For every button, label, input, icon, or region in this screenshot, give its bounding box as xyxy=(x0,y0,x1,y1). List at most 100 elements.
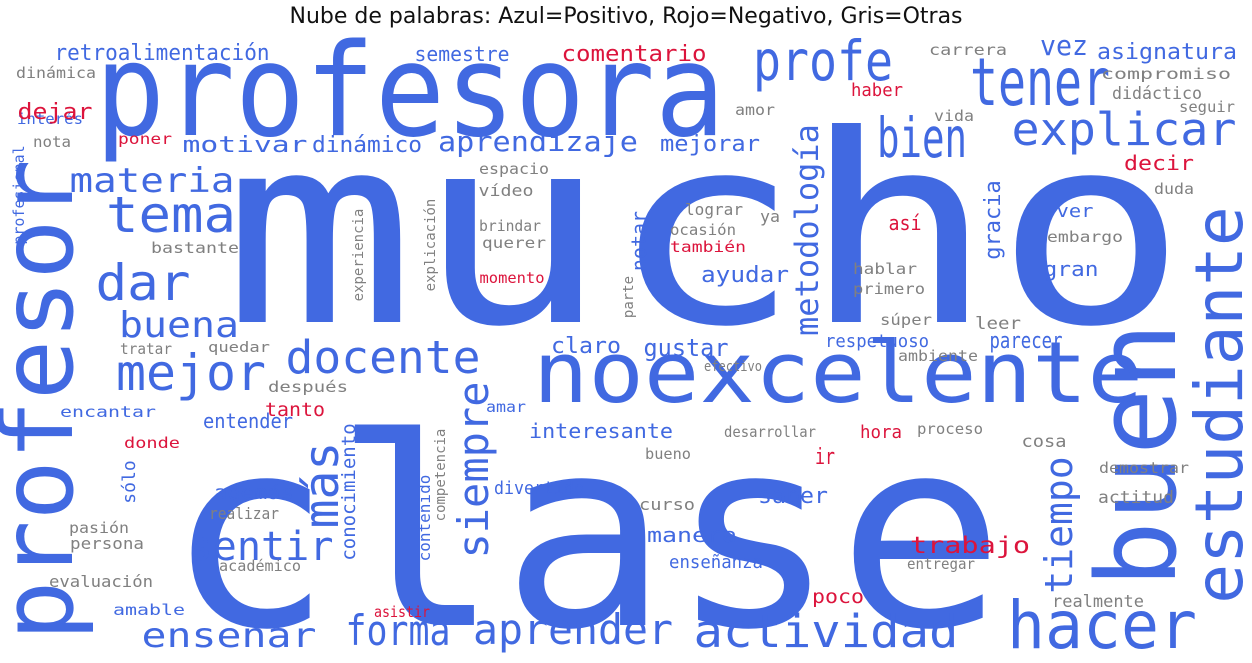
word-other-98: leer xyxy=(975,314,1021,334)
word-positive-47: manera xyxy=(647,523,737,547)
word-positive-53: encantar xyxy=(60,403,156,421)
word-positive-17: aprender xyxy=(473,605,673,654)
word-other-82: espacio xyxy=(479,160,549,178)
word-other-88: querer xyxy=(482,234,546,252)
word-other-105: proceso xyxy=(917,420,983,438)
word-positive-12: tema xyxy=(106,186,236,244)
word-positive-23: sentir xyxy=(189,524,334,570)
word-positive-19: más xyxy=(294,442,350,529)
word-other-75: nota xyxy=(33,133,71,151)
word-positive-30: semestre xyxy=(415,42,510,66)
word-other-86: duda xyxy=(1154,180,1194,198)
word-negative-65: también xyxy=(670,238,746,256)
word-other-81: seguir xyxy=(1179,98,1235,116)
word-positive-57: amable xyxy=(113,601,185,619)
word-other-114: persona xyxy=(70,534,144,553)
word-positive-43: entender xyxy=(203,409,293,433)
word-positive-1: clase xyxy=(165,382,1005,663)
word-other-115: académico xyxy=(219,557,301,575)
word-other-79: amor xyxy=(735,101,775,119)
word-positive-15: docente xyxy=(286,331,481,384)
word-positive-10: bien xyxy=(877,106,967,170)
chart-title: Nube de palabras: Azul=Positivo, Rojo=Ne… xyxy=(289,4,963,29)
word-other-87: brindar xyxy=(479,217,541,235)
word-other-110: actitud xyxy=(1098,488,1174,508)
word-positive-8: hacer xyxy=(1007,587,1197,663)
word-positive-0: mucho xyxy=(223,79,1188,384)
word-positive-45: interesante xyxy=(529,419,673,443)
word-other-80: vida xyxy=(934,107,974,125)
word-positive-13: dar xyxy=(96,254,191,312)
word-positive-36: claro xyxy=(551,334,621,359)
word-positive-22: tiempo xyxy=(1037,456,1081,593)
word-positive-3: profesor xyxy=(0,159,96,641)
word-other-96: parte xyxy=(621,276,637,318)
word-other-102: ambiente xyxy=(898,347,978,365)
word-positive-41: gran xyxy=(1044,257,1099,281)
word-negative-60: dejar xyxy=(18,100,93,125)
word-positive-42: notar xyxy=(627,211,651,271)
word-other-109: demostrar xyxy=(1099,459,1189,477)
word-positive-49: además xyxy=(214,482,294,504)
word-other-74: dinámica xyxy=(16,64,96,82)
word-other-97: súper xyxy=(880,311,932,329)
word-positive-35: gracia xyxy=(981,180,1006,259)
word-positive-58: ver xyxy=(1057,201,1094,222)
word-positive-6: estudiante xyxy=(1181,206,1252,603)
word-negative-72: poco xyxy=(812,586,864,608)
word-positive-21: metodología xyxy=(788,124,826,336)
word-positive-56: profesional xyxy=(10,145,28,244)
word-positive-48: enseñanza xyxy=(669,552,763,573)
word-negative-66: momento xyxy=(480,269,545,287)
word-positive-31: asignatura xyxy=(1097,40,1237,65)
word-other-106: cosa xyxy=(1022,432,1067,452)
word-positive-34: mejorar xyxy=(660,132,760,157)
word-other-107: competencia xyxy=(433,429,449,522)
word-positive-39: respetuoso xyxy=(825,331,929,352)
word-other-90: embargo xyxy=(1047,228,1123,246)
word-negative-69: hora xyxy=(860,422,902,443)
word-positive-50: divertido xyxy=(494,478,584,499)
word-other-117: evaluación xyxy=(49,572,153,591)
word-other-89: ocasión xyxy=(670,221,736,239)
word-other-85: ya xyxy=(760,207,780,226)
word-positive-38: parecer xyxy=(990,329,1063,354)
word-negative-67: tanto xyxy=(265,399,325,421)
word-negative-68: donde xyxy=(124,434,180,452)
word-other-84: lograr xyxy=(685,200,743,219)
word-positive-20: siempre xyxy=(449,381,498,558)
word-positive-54: amar xyxy=(486,398,526,416)
word-other-92: experiencia xyxy=(351,209,367,302)
word-positive-16: forma xyxy=(346,606,451,655)
word-other-116: entregar xyxy=(907,555,975,573)
word-other-78: didáctico xyxy=(1112,84,1202,104)
word-positive-52: sólo xyxy=(119,460,140,503)
word-positive-37: gustar xyxy=(644,334,729,362)
word-other-99: tratar xyxy=(120,340,172,358)
word-positive-28: vez xyxy=(1040,29,1088,62)
word-other-113: pasión xyxy=(69,519,129,537)
word-positive-32: motivar xyxy=(183,133,308,158)
word-other-103: después xyxy=(268,378,348,396)
word-positive-11: explicar xyxy=(1012,103,1237,156)
word-other-118: realmente xyxy=(1052,592,1144,612)
word-other-108: bueno xyxy=(645,445,691,463)
word-positive-9: profe xyxy=(753,29,893,93)
word-positive-44: conocimiento xyxy=(338,423,360,560)
word-other-83: vídeo xyxy=(479,181,534,200)
word-positive-40: ayudar xyxy=(701,263,789,288)
word-positive-2: profesora xyxy=(95,17,725,166)
word-other-104: desarrollar xyxy=(724,423,816,441)
word-positive-7: tener xyxy=(970,44,1110,121)
word-other-101: efectivo xyxy=(704,359,762,375)
word-positive-26: buena xyxy=(119,305,239,346)
word-positive-27: aprendizaje xyxy=(438,125,638,158)
word-other-94: hablar xyxy=(853,260,917,278)
word-other-111: curso xyxy=(639,495,695,514)
word-negative-70: ir xyxy=(815,445,835,470)
word-negative-62: haber xyxy=(851,80,903,101)
word-negative-63: decir xyxy=(1124,151,1194,175)
word-positive-46: saber xyxy=(758,484,828,509)
word-positive-51: contenido xyxy=(415,475,434,562)
word-negative-61: poner xyxy=(118,130,172,148)
